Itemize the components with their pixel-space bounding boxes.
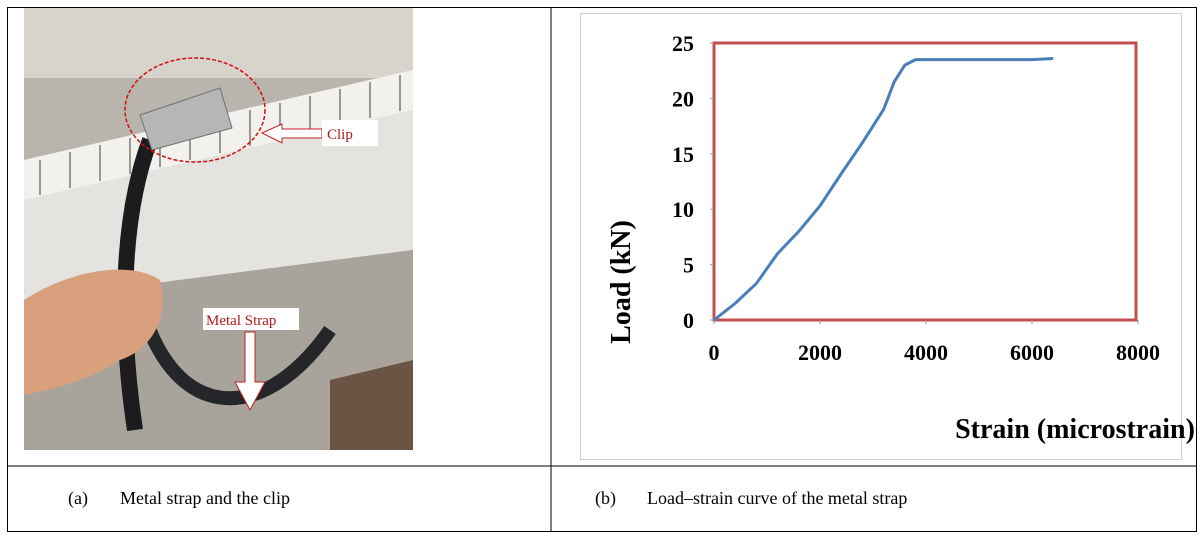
table-border [7, 7, 1197, 532]
caption: Metal strap and the clip [120, 488, 290, 508]
y-tick-label: 10 [672, 197, 694, 222]
x-tick-label: 2000 [798, 340, 842, 365]
x-axis-label: Strain (microstrain) [955, 414, 1195, 445]
x-tick-label: 6000 [1010, 340, 1054, 365]
x-tick-label: 4000 [904, 340, 948, 365]
y-tick-label: 0 [683, 308, 694, 333]
caption-tag: (b) [595, 488, 616, 509]
clip [139, 87, 233, 151]
floor-object [330, 360, 413, 450]
clip-label: Clip [327, 127, 353, 143]
wall-tiles [24, 8, 413, 78]
radiator-top [24, 70, 413, 200]
y-tick-label: 25 [672, 31, 694, 56]
strap-label: Metal Strap [206, 313, 276, 329]
y-axis-label: Load (kN) [606, 220, 637, 344]
chart-area [580, 13, 1182, 460]
strap-label-box [203, 308, 299, 330]
y-tick-label: 5 [683, 253, 694, 278]
x-tick-label: 8000 [1116, 340, 1160, 365]
clip-label-box [322, 120, 378, 146]
x-tick-label: 0 [709, 340, 720, 365]
plot-frame [712, 41, 1138, 322]
caption-tag: (a) [68, 488, 88, 509]
y-tick-label: 15 [672, 142, 694, 167]
photo: Clip Metal Strap [24, 8, 413, 450]
data-line [713, 57, 1054, 322]
strap-loop [133, 298, 336, 406]
clip-highlight [124, 57, 266, 163]
caption: Load–strain curve of the metal strap [647, 488, 907, 508]
y-tick-label: 20 [672, 86, 694, 111]
hand [24, 269, 163, 395]
strap-arrow [234, 331, 266, 412]
